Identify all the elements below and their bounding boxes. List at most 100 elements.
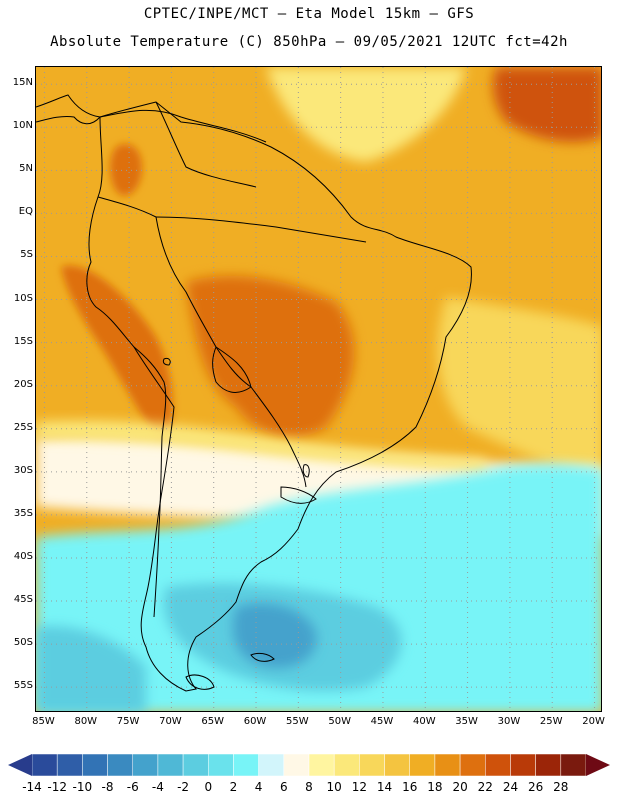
border-brazil-west xyxy=(155,216,252,388)
field-cold-south xyxy=(36,464,601,711)
lake-titicaca xyxy=(162,358,171,366)
colorbar-label: -8 xyxy=(101,780,114,794)
field-coldest-patch xyxy=(232,603,317,668)
colorbar-label: 16 xyxy=(402,780,418,794)
lon-label: 70W xyxy=(159,716,182,727)
title-line-field: Absolute Temperature (C) 850hPa — 09/05/… xyxy=(50,34,568,50)
lon-label: 60W xyxy=(243,716,267,727)
lon-label: 30W xyxy=(497,716,521,727)
colorbar-bin xyxy=(409,753,436,777)
colorbar-label: 18 xyxy=(427,780,443,794)
border-venezuela xyxy=(155,101,257,188)
colorbar-bin xyxy=(258,753,285,777)
lagoa-dos-patos xyxy=(302,464,310,478)
colorbar-label: 26 xyxy=(527,780,544,794)
colorbar-bin xyxy=(182,753,209,777)
lat-label: 40S xyxy=(13,550,33,562)
lon-label: 20W xyxy=(582,716,605,727)
colorbar-bin xyxy=(132,753,159,777)
border-colombia-peru xyxy=(97,196,157,218)
lat-label: 50S xyxy=(13,637,33,649)
colorbar-label: -12 xyxy=(47,780,67,794)
title-line-model: CPTEC/INPE/MCT — Eta Model 15km — GFS xyxy=(143,6,475,22)
temperature-map xyxy=(36,67,601,711)
lat-label: 25S xyxy=(13,421,33,433)
lat-label: 10N xyxy=(12,120,33,132)
field-cold-pacific-tip xyxy=(36,626,146,711)
lon-label: 75W xyxy=(116,716,140,727)
border-andes xyxy=(133,346,167,618)
field-hot-interior xyxy=(186,275,355,438)
colorbar-bin xyxy=(459,753,486,777)
lon-label: 55W xyxy=(286,716,309,727)
colorbar-label: -2 xyxy=(177,780,190,794)
caribbean-coast xyxy=(99,109,267,143)
colorbar-bin xyxy=(31,753,58,777)
colorbar-bin xyxy=(308,753,335,777)
border-brazil-north xyxy=(155,216,367,243)
lat-label: 5S xyxy=(20,249,33,261)
colorbar-label: 8 xyxy=(305,780,313,794)
colorbar-bin xyxy=(56,753,83,777)
lon-label: 80W xyxy=(74,716,98,727)
colorbar-label: 12 xyxy=(351,780,367,794)
colorbar-left-arrow xyxy=(8,754,32,776)
colorbar-label: 0 xyxy=(204,780,213,794)
border-brazil-south xyxy=(250,386,307,488)
colorbar-label: 24 xyxy=(502,780,519,794)
colorbar-label: 4 xyxy=(254,780,263,794)
colorbar-bin xyxy=(485,753,511,777)
colorbar-label: 28 xyxy=(553,780,569,794)
lat-label: 55S xyxy=(13,680,33,692)
colorbar-label: 6 xyxy=(279,780,288,794)
colorbar-bin xyxy=(510,753,536,777)
map-panel xyxy=(35,66,602,712)
colorbar-bin xyxy=(359,753,385,777)
tierra-del-fuego xyxy=(185,674,215,690)
lon-label: 45W xyxy=(370,716,394,727)
lat-label: 15N xyxy=(12,77,33,89)
falklands xyxy=(250,652,275,662)
field-mild-band xyxy=(36,420,486,472)
colorbar-label: 20 xyxy=(452,780,468,794)
colorbar-bin xyxy=(233,753,259,777)
colorbar-bins xyxy=(31,753,587,777)
colorbar-bin xyxy=(157,753,184,777)
lat-label: 10S xyxy=(13,292,33,304)
lat-label: 30S xyxy=(13,464,33,476)
lon-label: 35W xyxy=(455,716,478,727)
colorbar-bin xyxy=(82,753,108,777)
colorbar-bin xyxy=(535,753,562,777)
coastlines xyxy=(36,94,472,692)
lon-label: 25W xyxy=(539,716,563,727)
lat-label: 15S xyxy=(13,335,33,347)
field-warmest-ne-atlantic xyxy=(493,67,601,142)
colorbar-bin xyxy=(384,753,410,777)
colorbar-label: 22 xyxy=(477,780,493,794)
colorbar-bin xyxy=(560,753,587,777)
lat-label: 45S xyxy=(13,594,33,606)
colorbar-label: 2 xyxy=(229,780,238,794)
colorbar-right-arrow xyxy=(586,754,610,776)
border-paraguay xyxy=(212,346,252,393)
lon-label: 65W xyxy=(201,716,225,727)
colorbar-bin xyxy=(434,753,461,777)
colorbar-label: 10 xyxy=(326,780,342,794)
colorbar xyxy=(8,753,610,777)
temperature-field xyxy=(36,67,601,711)
colorbar-bin xyxy=(333,753,360,777)
colorbar-label: -10 xyxy=(72,780,93,794)
lon-label: 40W xyxy=(412,716,436,727)
field-moderate-north xyxy=(266,67,466,162)
field-moderate-east-atlantic xyxy=(437,297,601,487)
colorbar-bin xyxy=(208,753,234,777)
lat-label: 35S xyxy=(13,507,33,519)
field-hot-andes xyxy=(61,265,173,447)
lat-label: EQ xyxy=(18,206,33,218)
field-hot-northwest xyxy=(110,143,142,196)
rio-de-la-plata xyxy=(280,486,317,504)
lat-label: 5N xyxy=(19,163,33,175)
colorbar-label: -4 xyxy=(151,780,164,794)
lon-label: 50W xyxy=(328,716,351,727)
lat-label: 20S xyxy=(13,378,33,390)
